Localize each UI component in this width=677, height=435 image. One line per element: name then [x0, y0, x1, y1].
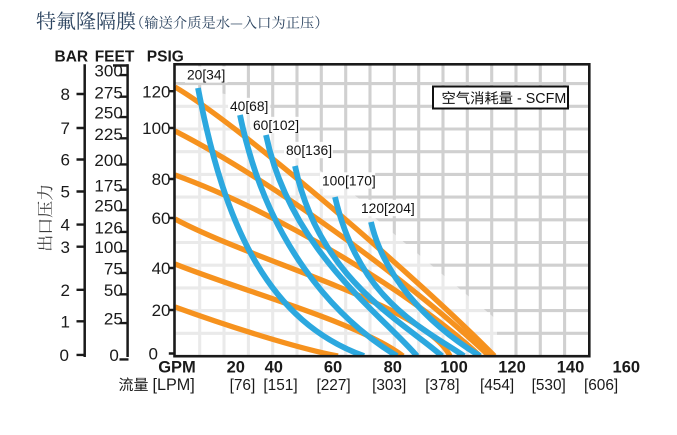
svg-text:100: 100 — [94, 238, 122, 257]
svg-text:100: 100 — [440, 358, 468, 376]
svg-text:5: 5 — [61, 183, 70, 202]
svg-text:[76]: [76] — [230, 377, 256, 394]
svg-text:[LPM]: [LPM] — [153, 376, 195, 394]
svg-text:100[170]: 100[170] — [322, 173, 376, 188]
svg-text:2: 2 — [61, 281, 70, 300]
svg-text:100: 100 — [142, 119, 170, 138]
svg-text:275: 275 — [94, 83, 122, 102]
svg-text:1: 1 — [61, 312, 70, 331]
svg-text:40: 40 — [265, 358, 283, 376]
svg-text:[378]: [378] — [425, 377, 459, 394]
svg-text:75: 75 — [104, 260, 123, 279]
svg-text:120: 120 — [498, 358, 526, 376]
svg-text:140: 140 — [557, 358, 585, 376]
svg-text:[454]: [454] — [480, 377, 514, 394]
svg-text:50: 50 — [104, 281, 123, 300]
svg-text:7: 7 — [61, 119, 70, 138]
svg-text:BAR: BAR — [55, 49, 89, 66]
svg-text:FEET: FEET — [95, 49, 135, 66]
svg-text:GPM: GPM — [158, 358, 196, 376]
svg-text:120: 120 — [142, 82, 170, 101]
svg-text:20: 20 — [227, 358, 245, 376]
svg-text:60[102]: 60[102] — [253, 118, 299, 133]
svg-text:0: 0 — [60, 346, 69, 365]
svg-text:[151]: [151] — [263, 377, 297, 394]
svg-text:160: 160 — [613, 358, 641, 376]
svg-text:20: 20 — [152, 301, 171, 320]
svg-text:80: 80 — [152, 170, 171, 189]
svg-text:126: 126 — [94, 219, 122, 238]
svg-text:0: 0 — [149, 345, 158, 364]
svg-text:40: 40 — [152, 259, 171, 278]
svg-text:0: 0 — [109, 346, 118, 365]
svg-text:25: 25 — [104, 310, 123, 329]
svg-text:[303]: [303] — [372, 377, 406, 394]
svg-text:200: 200 — [94, 151, 122, 170]
svg-text:- SCFM: - SCFM — [517, 91, 566, 107]
svg-text:250: 250 — [94, 197, 122, 216]
svg-text:4: 4 — [61, 216, 70, 235]
svg-text:80: 80 — [384, 358, 402, 376]
svg-text:120[204]: 120[204] — [361, 201, 415, 216]
svg-text:60: 60 — [152, 209, 171, 228]
svg-text:3: 3 — [61, 238, 70, 257]
svg-text:225: 225 — [94, 125, 122, 144]
svg-text:20[34]: 20[34] — [187, 67, 225, 82]
svg-text:80[136]: 80[136] — [286, 143, 332, 158]
svg-text:PSIG: PSIG — [147, 49, 184, 66]
svg-text:40[68]: 40[68] — [230, 99, 268, 114]
svg-text:8: 8 — [61, 85, 70, 104]
svg-text:250: 250 — [94, 104, 122, 123]
svg-text:[227]: [227] — [316, 377, 350, 394]
svg-text:6: 6 — [61, 151, 70, 170]
svg-text:175: 175 — [94, 176, 122, 195]
svg-text:[530]: [530] — [532, 377, 566, 394]
svg-text:60: 60 — [324, 358, 342, 376]
svg-text:[606]: [606] — [584, 377, 618, 394]
